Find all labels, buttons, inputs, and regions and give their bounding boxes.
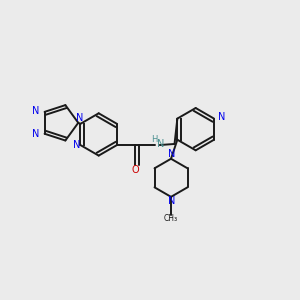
Text: CH₃: CH₃	[164, 214, 178, 224]
Text: N: N	[73, 140, 80, 150]
Text: N: N	[32, 106, 39, 116]
Text: N: N	[157, 140, 164, 149]
Text: N: N	[76, 113, 83, 124]
Text: N: N	[168, 149, 175, 159]
Text: O: O	[132, 165, 139, 175]
Text: N: N	[218, 112, 226, 122]
Text: N: N	[32, 129, 39, 140]
Text: H: H	[152, 135, 158, 144]
Text: N: N	[168, 196, 175, 206]
